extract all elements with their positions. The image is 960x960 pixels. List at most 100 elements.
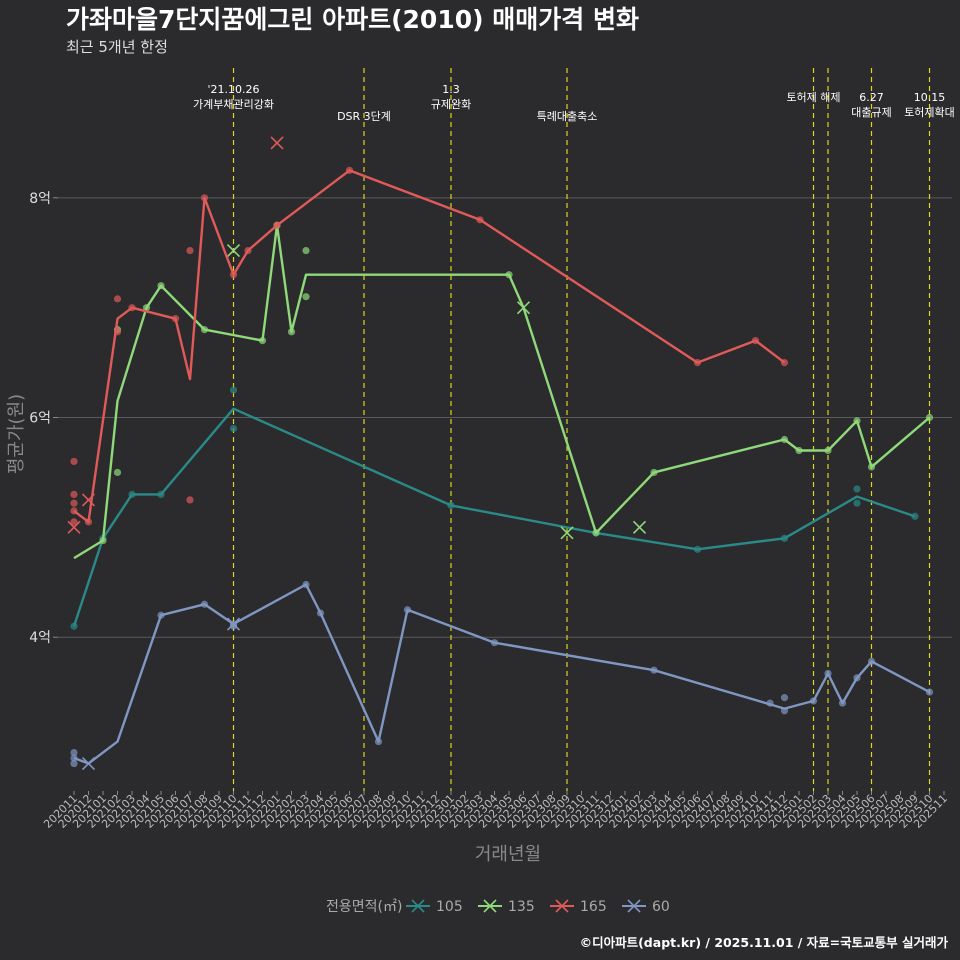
cross-marker [483, 899, 497, 913]
data-point-60 [766, 699, 774, 707]
event-label: DSR 3단계 [337, 110, 391, 123]
cross-stroke [411, 899, 425, 913]
data-point-60 [809, 697, 818, 705]
cross-stroke [81, 493, 96, 507]
data-point-60 [838, 699, 847, 707]
legend: 전용면적(㎡) 105 135 165 60 [326, 899, 670, 915]
event-label: 토허제 해제 [786, 90, 840, 104]
data-point-165 [273, 221, 281, 229]
event-label: 규제완화 [431, 98, 471, 111]
data-point-165 [244, 246, 252, 255]
data-point-165 [186, 496, 194, 504]
cross-marker [516, 301, 531, 315]
event-label: '21.10.26 [207, 83, 259, 96]
x-axis-ticks: 2020112020122021012021022021032021042021… [41, 791, 950, 831]
legend-label: 105 [436, 899, 463, 915]
data-point-165 [171, 315, 180, 323]
legend-label: 135 [508, 899, 535, 915]
cross-stroke [483, 899, 497, 913]
data-point-135 [592, 529, 600, 537]
data-point-135 [99, 536, 107, 545]
data-point-165 [113, 295, 122, 303]
data-point-135 [287, 328, 296, 336]
cross-marker [81, 493, 96, 507]
data-point-165 [70, 490, 78, 499]
data-point-60 [302, 580, 310, 589]
source-caption: ©디아파트(dapt.kr) / 2025.11.01 / 자료=국토교통부 실… [580, 935, 949, 950]
cross-stroke [516, 301, 531, 315]
cross-stroke [67, 520, 81, 534]
data-point-165 [229, 271, 238, 279]
cross-stroke [226, 617, 241, 631]
data-point-135 [650, 468, 658, 477]
data-point-60 [403, 606, 412, 614]
legend-item-60: 60 [622, 899, 670, 915]
y-tick-label: 6억 [29, 411, 51, 427]
data-point-60 [853, 674, 861, 682]
plot-panel [58, 66, 952, 791]
data-point-60 [780, 694, 789, 702]
cross-marker [270, 136, 284, 150]
event-label: 6.27 [859, 91, 884, 104]
cross-marker [560, 526, 574, 540]
data-point-60 [200, 600, 209, 608]
cross-marker [67, 520, 81, 534]
event-label: 10.15 [914, 91, 946, 104]
data-point-60 [490, 639, 499, 647]
cross-stroke [627, 899, 641, 913]
legend-title: 전용면적(㎡) [326, 899, 402, 915]
data-point-135 [302, 246, 310, 255]
data-point-60 [650, 666, 658, 674]
data-point-105 [853, 499, 861, 507]
data-point-105 [780, 534, 789, 542]
data-point-165 [751, 337, 760, 345]
cross-stroke [81, 756, 96, 771]
data-point-165 [70, 507, 78, 515]
x-axis-title: 거래년월 [475, 844, 541, 865]
data-point-165 [200, 194, 209, 202]
legend-item-135: 135 [478, 899, 535, 915]
series-165 [67, 136, 789, 534]
data-point-135 [780, 435, 789, 444]
data-point-135 [824, 446, 832, 455]
data-point-60 [70, 754, 78, 762]
event-label: 1.3 [442, 83, 460, 96]
data-point-60 [824, 669, 832, 678]
data-point-105 [447, 501, 455, 509]
data-point-105 [70, 622, 78, 630]
event-label: 가계부채관리강화 [193, 98, 274, 111]
data-point-165 [128, 304, 136, 312]
data-point-135 [113, 468, 122, 477]
series-line-135 [73, 224, 931, 560]
data-point-135 [157, 282, 165, 290]
data-point-135 [867, 463, 876, 471]
y-axis-title: 평균가(원) [6, 394, 27, 474]
data-point-165 [693, 358, 702, 367]
cross-marker [226, 243, 241, 258]
data-point-165 [113, 328, 122, 336]
data-point-135 [302, 293, 310, 301]
data-point-105 [693, 545, 702, 553]
chart-title: 가좌마을7단지꿈에그린 아파트(2010) 매매가격 변화 [66, 5, 639, 34]
data-point-165 [70, 518, 78, 526]
legend-label: 60 [652, 899, 670, 915]
data-point-60 [780, 707, 789, 715]
data-point-165 [186, 246, 194, 255]
data-point-135 [142, 304, 151, 312]
data-point-165 [476, 216, 484, 224]
series-layer [67, 136, 934, 771]
event-label: 대출규제 [851, 106, 891, 119]
event-label: 특례대출축소 [537, 110, 598, 123]
cross-marker [632, 520, 647, 534]
y-tick-label: 8억 [29, 191, 51, 207]
data-point-105 [911, 512, 919, 520]
cross-stroke [632, 520, 647, 534]
data-point-165 [345, 166, 354, 174]
data-point-60 [229, 622, 238, 630]
cross-marker [555, 899, 569, 913]
data-point-135 [853, 417, 861, 425]
data-point-135 [795, 446, 803, 455]
data-point-60 [316, 609, 325, 617]
cross-stroke [560, 526, 574, 540]
